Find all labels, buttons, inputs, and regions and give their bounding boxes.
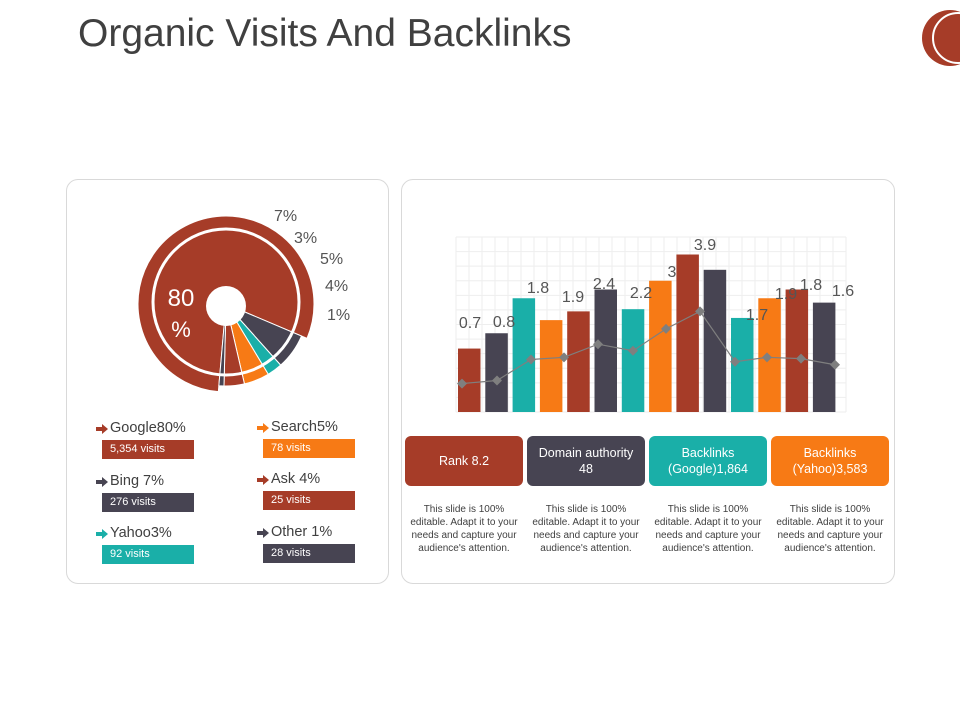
legend-visits-badge: 92 visits bbox=[102, 545, 194, 564]
metric-domain-authority: Domain authority 48 bbox=[527, 436, 645, 486]
arrow-right-icon bbox=[257, 475, 269, 485]
slide-title: Organic Visits And Backlinks bbox=[78, 12, 572, 55]
bar bbox=[812, 302, 836, 412]
pie-center-unit: % bbox=[171, 317, 191, 342]
trend-marker bbox=[526, 354, 536, 365]
trend-marker bbox=[559, 352, 569, 363]
bar bbox=[785, 289, 809, 412]
corner-decoration bbox=[922, 10, 960, 66]
trend-marker bbox=[695, 306, 705, 317]
bar-value-label: 1.8 bbox=[800, 277, 822, 294]
metric-backlinks-google: Backlinks (Google)1,864 bbox=[649, 436, 767, 486]
legend-item-ask: Ask 4% 25 visits bbox=[257, 471, 417, 521]
legend-visits-badge: 28 visits bbox=[263, 544, 355, 563]
legend-visits-badge: 25 visits bbox=[263, 491, 355, 510]
bar bbox=[458, 348, 481, 412]
pie-label-yahoo: 3% bbox=[294, 230, 317, 247]
trend-line bbox=[461, 310, 836, 385]
arrow-right-icon bbox=[257, 423, 269, 433]
arrow-right-icon bbox=[96, 529, 108, 539]
pie-label-bing: 7% bbox=[274, 208, 297, 225]
metric-backlinks-yahoo-description: This slide is 100% editable. Adapt it to… bbox=[776, 504, 884, 554]
bar bbox=[485, 333, 508, 412]
metric-rank-description: This slide is 100% editable. Adapt it to… bbox=[410, 504, 518, 554]
bar-value-label: 3.9 bbox=[694, 237, 716, 254]
legend-visits-badge: 78 visits bbox=[263, 439, 355, 458]
bar bbox=[621, 309, 645, 412]
trend-marker bbox=[593, 339, 603, 350]
trend-marker bbox=[730, 356, 740, 367]
bar-value-label: 1.9 bbox=[775, 286, 797, 303]
bar-value-label: 2.2 bbox=[630, 285, 652, 302]
pie-center-hole bbox=[206, 286, 246, 326]
legend-item-yahoo: Yahoo3% 92 visits bbox=[96, 525, 256, 575]
trend-marker bbox=[830, 359, 840, 370]
bar-value-label: 1.7 bbox=[746, 307, 768, 324]
bar-value-label: 2.4 bbox=[593, 276, 615, 293]
arrow-right-icon bbox=[257, 528, 269, 538]
legend-label: Search5% bbox=[271, 419, 338, 435]
bar bbox=[703, 269, 727, 412]
metric-backlinks-yahoo: Backlinks (Yahoo)3,583 bbox=[771, 436, 889, 486]
metric-backlinks-google-description: This slide is 100% editable. Adapt it to… bbox=[654, 504, 762, 554]
bar bbox=[567, 311, 590, 412]
metric-domain-authority-description: This slide is 100% editable. Adapt it to… bbox=[532, 504, 640, 554]
trend-marker bbox=[762, 352, 772, 363]
bar bbox=[676, 254, 699, 412]
trend-marker bbox=[628, 345, 638, 356]
legend-label: Other 1% bbox=[271, 524, 333, 540]
bar-value-label: 1.8 bbox=[527, 280, 549, 297]
pie-center-value: 80 bbox=[168, 285, 195, 312]
backlinks-panel bbox=[401, 179, 895, 584]
bar-value-label: 3 bbox=[668, 264, 677, 281]
legend-visits-badge: 5,354 visits bbox=[102, 440, 194, 459]
trend-marker bbox=[796, 353, 806, 364]
bar bbox=[649, 280, 672, 412]
arrow-right-icon bbox=[96, 477, 108, 487]
bar-value-label: 0.7 bbox=[459, 315, 481, 332]
trend-marker bbox=[457, 378, 467, 389]
bar bbox=[539, 320, 563, 412]
legend-visits-badge: 276 visits bbox=[102, 493, 194, 512]
bar-value-label: 0.8 bbox=[493, 314, 515, 331]
bar bbox=[512, 298, 536, 412]
pie-label-search: 5% bbox=[320, 251, 343, 268]
trend-marker bbox=[492, 375, 502, 386]
legend-label: Google80% bbox=[110, 420, 186, 436]
bar-value-label: 1.9 bbox=[562, 289, 584, 306]
legend-item-other: Other 1% 28 visits bbox=[257, 524, 417, 574]
legend-item-search: Search5% 78 visits bbox=[257, 419, 417, 469]
pie-label-other: 1% bbox=[327, 307, 350, 324]
bar bbox=[731, 317, 754, 412]
pie-label-ask: 4% bbox=[325, 278, 348, 295]
trend-marker bbox=[661, 323, 671, 334]
arrow-right-icon bbox=[96, 424, 108, 434]
legend-item-google: Google80% 5,354 visits bbox=[96, 420, 256, 470]
legend-label: Bing 7% bbox=[110, 473, 165, 489]
legend-item-bing: Bing 7% 276 visits bbox=[96, 473, 256, 523]
legend-label: Ask 4% bbox=[271, 471, 321, 487]
bar-value-label: 1.6 bbox=[832, 283, 854, 300]
bar bbox=[594, 289, 617, 412]
legend-label: Yahoo3% bbox=[110, 525, 172, 541]
pie-inner-ring bbox=[151, 227, 301, 377]
metric-rank: Rank 8.2 bbox=[405, 436, 523, 486]
